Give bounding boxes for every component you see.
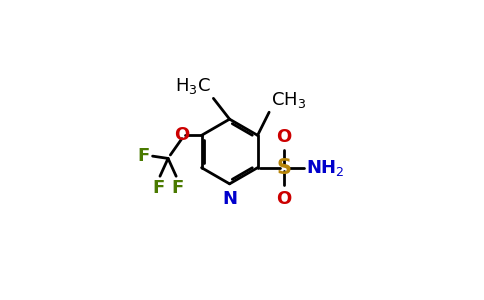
Text: F: F: [171, 179, 183, 197]
Text: H$_3$C: H$_3$C: [175, 76, 211, 96]
Text: NH$_2$: NH$_2$: [306, 158, 345, 178]
Text: O: O: [174, 126, 190, 144]
Text: F: F: [137, 147, 150, 165]
Text: S: S: [277, 158, 292, 178]
Text: O: O: [276, 128, 292, 146]
Text: CH$_3$: CH$_3$: [272, 90, 307, 110]
Text: F: F: [153, 179, 165, 197]
Text: O: O: [276, 190, 292, 208]
Text: N: N: [222, 190, 237, 208]
